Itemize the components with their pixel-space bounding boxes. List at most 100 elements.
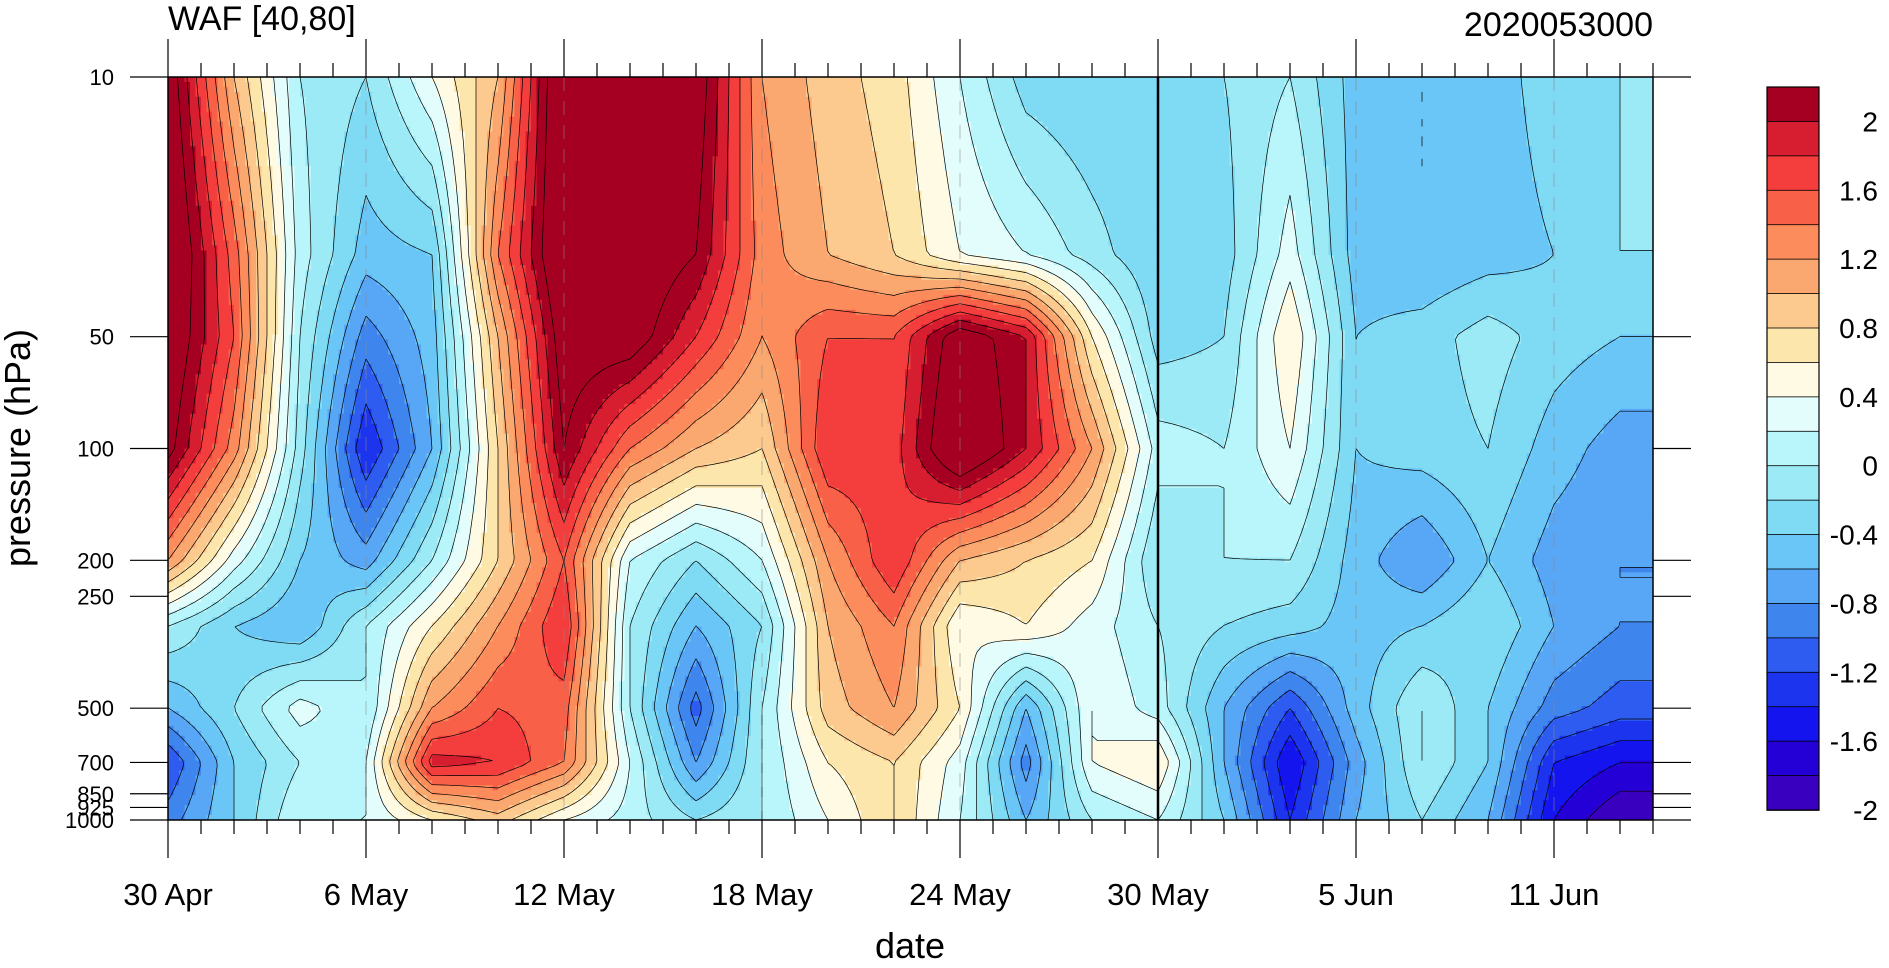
field-cell bbox=[185, 77, 191, 83]
field-cell bbox=[295, 82, 301, 88]
field-cell bbox=[1433, 77, 1439, 83]
field-cell bbox=[1048, 87, 1054, 93]
field-cell bbox=[1450, 82, 1456, 88]
field-cell bbox=[1406, 82, 1412, 88]
field-cell bbox=[603, 77, 609, 83]
field-cell bbox=[1560, 77, 1566, 83]
field-cell bbox=[883, 77, 889, 83]
field-cell bbox=[289, 77, 295, 83]
field-cell bbox=[1373, 77, 1379, 83]
field-cell bbox=[1103, 82, 1109, 88]
field-cell bbox=[586, 87, 592, 93]
field-cell bbox=[1400, 82, 1406, 88]
field-cell bbox=[905, 77, 911, 83]
field-cell bbox=[630, 77, 636, 83]
field-cell bbox=[1070, 87, 1076, 93]
field-cell bbox=[647, 82, 653, 88]
field-cell bbox=[674, 82, 680, 88]
field-cell bbox=[509, 87, 515, 93]
field-cell bbox=[641, 87, 647, 93]
field-cell bbox=[795, 87, 801, 93]
field-cell bbox=[581, 77, 587, 83]
field-cell bbox=[1444, 77, 1450, 83]
field-cell bbox=[289, 82, 295, 88]
field-cell bbox=[581, 87, 587, 93]
field-cell bbox=[850, 77, 856, 83]
field-cell bbox=[1494, 77, 1500, 83]
field-cell bbox=[1136, 87, 1142, 93]
field-cell bbox=[1032, 77, 1038, 83]
field-cell bbox=[482, 87, 488, 93]
field-cell bbox=[1301, 82, 1307, 88]
field-cell bbox=[1081, 82, 1087, 88]
field-cell bbox=[779, 82, 785, 88]
field-cell bbox=[1081, 87, 1087, 93]
field-cell bbox=[537, 82, 543, 88]
field-cell bbox=[1191, 77, 1197, 83]
field-cell bbox=[377, 82, 383, 88]
field-cell bbox=[1213, 82, 1219, 88]
field-cell bbox=[1494, 82, 1500, 88]
field-cell bbox=[1131, 87, 1137, 93]
field-cell bbox=[691, 82, 697, 88]
field-cell bbox=[1257, 82, 1263, 88]
field-cell bbox=[971, 87, 977, 93]
field-cell bbox=[223, 77, 229, 83]
field-cell bbox=[856, 82, 862, 88]
field-cell bbox=[784, 87, 790, 93]
field-cell bbox=[944, 77, 950, 83]
field-cell bbox=[273, 87, 279, 93]
field-cell bbox=[306, 77, 312, 83]
field-cell bbox=[1213, 77, 1219, 83]
field-cell bbox=[322, 77, 328, 83]
chart-title-right: 2020053000 bbox=[1464, 6, 1653, 44]
field-cell bbox=[1021, 77, 1027, 83]
field-cell bbox=[1070, 82, 1076, 88]
field-cell bbox=[1395, 82, 1401, 88]
field-cell bbox=[1609, 77, 1615, 83]
field-cell bbox=[1268, 77, 1274, 83]
field-cell bbox=[1263, 82, 1269, 88]
field-cell bbox=[531, 82, 537, 88]
field-cell bbox=[1433, 82, 1439, 88]
field-cell bbox=[350, 87, 356, 93]
field-cell bbox=[1411, 82, 1417, 88]
field-cell bbox=[1180, 77, 1186, 83]
field-cell bbox=[548, 77, 554, 83]
field-cell bbox=[350, 77, 356, 83]
field-cell bbox=[1450, 77, 1456, 83]
field-cell bbox=[344, 82, 350, 88]
field-cell bbox=[443, 87, 449, 93]
field-cell bbox=[1010, 87, 1016, 93]
field-cell bbox=[1340, 87, 1346, 93]
field-cell bbox=[1268, 82, 1274, 88]
field-cell bbox=[1246, 87, 1252, 93]
field-cell bbox=[553, 77, 559, 83]
field-cell bbox=[1268, 87, 1274, 93]
field-cell bbox=[449, 87, 455, 93]
field-cell bbox=[1499, 77, 1505, 83]
field-cell bbox=[1604, 82, 1610, 88]
field-cell bbox=[1043, 77, 1049, 83]
field-cell bbox=[487, 82, 493, 88]
field-cell bbox=[900, 77, 906, 83]
field-cell bbox=[339, 82, 345, 88]
field-cell bbox=[1169, 87, 1175, 93]
field-cell bbox=[251, 82, 257, 88]
field-cell bbox=[1213, 87, 1219, 93]
field-cell bbox=[1125, 82, 1131, 88]
field-cell bbox=[1246, 77, 1252, 83]
field-cell bbox=[1345, 82, 1351, 88]
field-cell bbox=[1472, 82, 1478, 88]
field-cell bbox=[685, 87, 691, 93]
field-cell bbox=[938, 87, 944, 93]
field-cell bbox=[1329, 77, 1335, 83]
field-cell bbox=[570, 87, 576, 93]
field-cell bbox=[1098, 77, 1104, 83]
field-cell bbox=[1043, 87, 1049, 93]
field-cell bbox=[1246, 82, 1252, 88]
field-cell bbox=[1186, 87, 1192, 93]
field-cell bbox=[1466, 77, 1472, 83]
field-cell bbox=[168, 77, 174, 83]
field-cell bbox=[1241, 77, 1247, 83]
